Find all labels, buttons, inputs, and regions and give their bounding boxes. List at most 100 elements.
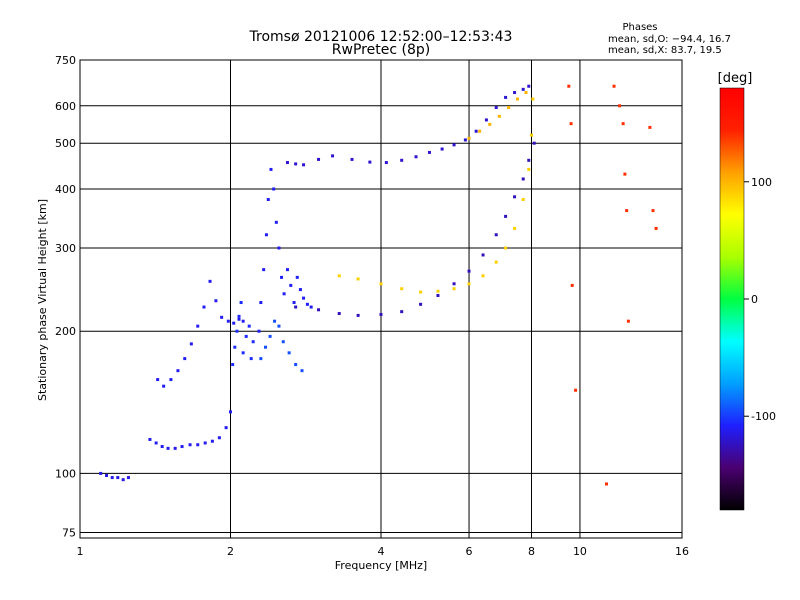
data-point [269,167,273,171]
data-point [467,269,471,273]
data-point [515,97,519,101]
x-tick-label: 8 [528,545,535,558]
data-point [249,357,253,361]
data-point [513,91,517,95]
data-point [400,310,404,314]
data-point [604,482,608,486]
data-point [176,369,180,373]
data-point [274,220,278,224]
data-point [521,177,525,181]
data-point [237,317,241,321]
data-point [488,122,492,126]
data-point [262,268,266,272]
data-point [648,125,652,129]
data-point [272,187,276,191]
data-point [494,106,498,110]
data-point [414,155,418,159]
data-point [400,158,404,162]
data-point [196,324,200,328]
data-point [196,443,200,447]
data-point [478,129,482,133]
data-point [621,122,625,126]
data-point [257,329,261,333]
data-point [264,233,268,237]
data-point [513,226,517,230]
data-point [266,198,270,202]
data-point [202,305,206,309]
data-point [229,410,232,414]
data-point [474,129,478,133]
data-point [294,162,298,166]
data-point [203,441,207,445]
y-tick-label: 600 [55,100,76,113]
data-point [513,195,517,199]
data-point [280,275,284,279]
data-point [169,378,173,382]
data-point [233,345,237,349]
data-point [626,319,630,323]
y-tick-label: 200 [55,325,76,338]
data-point [527,167,531,171]
colorbar-tick-label: 100 [751,176,772,189]
y-axis-ticks: 75 100 200 300 400 500 600 750 [55,54,76,539]
data-point [527,84,531,88]
data-point [264,345,268,349]
data-point [121,478,125,482]
data-point [484,118,488,122]
data-point [173,446,177,450]
data-point [574,388,578,392]
data-point [294,305,298,309]
stats-heading: Phases [622,22,657,33]
data-point [300,369,304,373]
y-tick-label: 500 [55,137,76,150]
data-point [452,143,456,147]
data-point [531,97,535,101]
data-point [463,138,467,142]
data-point [419,290,423,294]
data-point [110,476,114,480]
data-point [436,289,440,293]
data-point [259,357,263,361]
data-point [384,161,388,165]
data-point [623,172,627,176]
data-point [217,436,221,440]
data-point [268,334,272,338]
data-point [241,351,245,355]
data-point [183,357,187,361]
data-point [285,268,289,272]
data-point [214,299,218,303]
x-axis-ticks: 1 2 4 6 8 10 16 [77,545,690,558]
data-point [235,329,239,333]
data-point [232,321,236,325]
data-point [231,363,235,367]
data-point [379,282,383,286]
data-point [654,226,658,230]
data-point [504,214,508,218]
data-point [521,87,525,91]
data-point [294,363,298,367]
data-point [368,160,372,164]
data-point [162,384,166,388]
data-point [612,84,616,88]
data-point [317,308,321,312]
data-point [337,312,341,316]
data-point [504,246,508,250]
data-point [247,324,251,328]
data-point [651,209,655,213]
colorbar-ticks: 100 0 -100 [744,176,776,423]
data-point [452,287,456,291]
x-tick-label: 6 [466,545,473,558]
data-point [302,163,306,167]
data-point [180,445,184,449]
data-point [524,91,528,95]
data-point [436,294,440,298]
y-tick-label: 75 [62,526,76,539]
data-point [105,473,109,477]
data-points [99,84,658,486]
data-point [379,312,383,316]
data-point [259,301,263,305]
phase-stats: Phases mean, sd,O: −94.4, 16.7 mean, sd,… [608,22,731,56]
data-point [309,305,313,309]
data-point [427,150,431,154]
